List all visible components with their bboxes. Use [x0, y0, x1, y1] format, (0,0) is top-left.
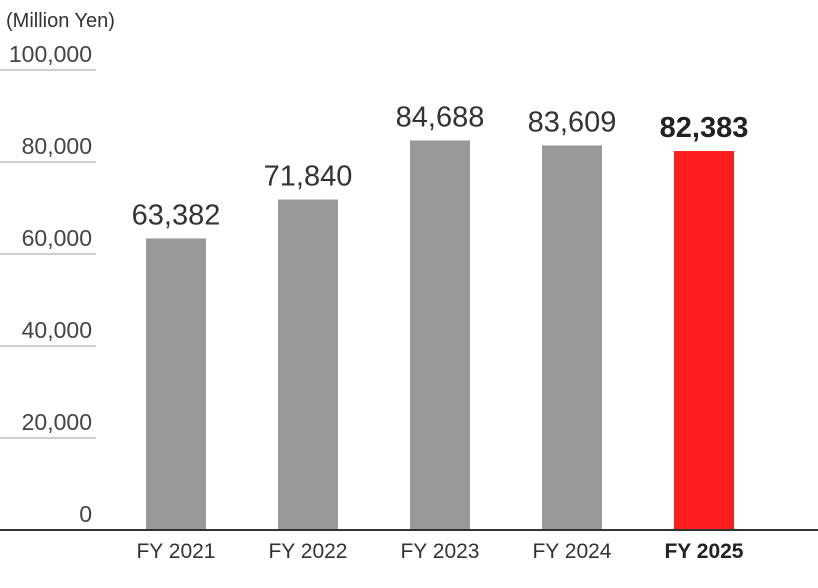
y-tick-label: 40,000 [22, 317, 92, 343]
bar [542, 145, 602, 530]
x-tick-label: FY 2022 [268, 540, 347, 563]
x-tick-label: FY 2021 [136, 540, 215, 563]
data-label: 83,609 [528, 106, 617, 138]
bars [146, 140, 734, 531]
data-label: 82,383 [660, 112, 749, 144]
y-tick-label: 60,000 [22, 225, 92, 251]
unit-label: (Million Yen) [6, 10, 115, 32]
y-tick-label: 80,000 [22, 133, 92, 159]
x-tick-label: FY 2025 [664, 540, 743, 563]
data-label: 84,688 [396, 101, 485, 133]
y-gridlines [0, 69, 96, 439]
x-tick-label: FY 2024 [532, 540, 611, 563]
bar [278, 199, 338, 530]
x-axis-ticks: FY 2021 FY 2022 FY 2023 FY 2024 FY 2025 [136, 540, 743, 563]
x-tick-label: FY 2023 [400, 540, 479, 563]
data-label: 63,382 [132, 199, 221, 231]
y-axis-ticks: 0 20,000 40,000 60,000 80,000 100,000 [9, 41, 92, 527]
bar [146, 238, 206, 530]
value-labels: 63,382 71,840 84,688 83,609 82,383 [132, 101, 749, 231]
bar-highlight [674, 151, 734, 530]
y-tick-label: 20,000 [22, 409, 92, 435]
data-label: 71,840 [264, 161, 353, 193]
y-tick-label: 100,000 [9, 41, 92, 67]
bar [410, 140, 470, 531]
y-tick-label: 0 [79, 501, 92, 527]
